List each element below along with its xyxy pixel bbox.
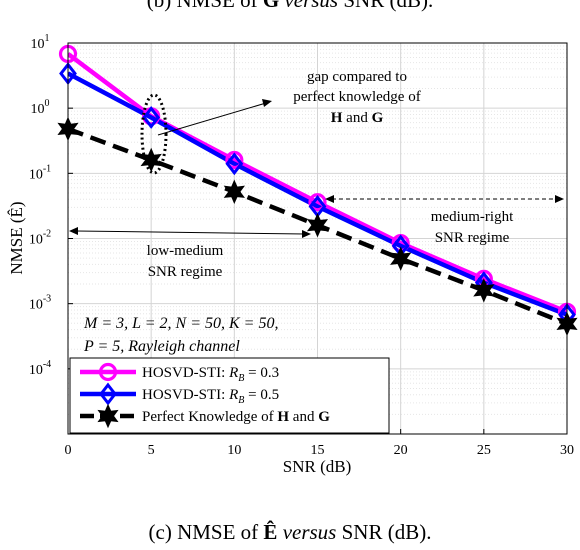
y-axis-label: NMSE (Ê) — [7, 201, 26, 274]
top-caption-bold: G — [262, 0, 280, 12]
params-line2: P = 5, Rayleigh channel — [83, 338, 240, 355]
x-tick-label: 30 — [560, 443, 574, 458]
top-caption: (b) NMSE of G versus SNR (dB). — [0, 0, 580, 13]
low-medium-arrow — [75, 230, 306, 235]
legend-marker-0 — [98, 362, 118, 382]
top-caption-italic: versus — [279, 0, 339, 12]
gap-and: and — [342, 110, 371, 126]
medium-right-text-line2: SNR regime — [435, 230, 510, 246]
series-2-point — [223, 179, 245, 205]
top-caption-suffix: SNR (dB). — [338, 0, 434, 12]
x-tick-label: 15 — [311, 443, 325, 458]
legend-label-0: HOSVD-STI: RB = 0.3 — [142, 365, 279, 384]
series-0-point — [308, 193, 327, 212]
low-medium-text-line2: SNR regime — [148, 264, 223, 280]
y-tick-label: 101 — [31, 33, 50, 52]
series-1-point — [142, 106, 161, 129]
series-2-point — [306, 212, 329, 238]
series-2-point — [390, 246, 412, 271]
low-medium-arrow-right — [302, 230, 311, 238]
y-tick-label: 10-1 — [29, 163, 51, 182]
legend-label-2: Perfect Knowledge of H and G — [142, 409, 330, 425]
legend: HOSVD-STI: RB = 0.3 HOSVD-STI: RB = 0.5 Pe… — [69, 357, 390, 434]
legend-marker-1 — [99, 382, 117, 406]
legend-label-1: HOSVD-STI: RB = 0.5 — [142, 387, 279, 406]
legend-marker-2 — [97, 403, 119, 429]
y-ticks: 101 100 10-1 10-2 10-3 10-4 — [29, 33, 73, 378]
x-axis-label: SNR (dB) — [283, 457, 351, 476]
gap-ellipse — [140, 93, 168, 175]
bottom-caption: (c) NMSE of Ê versus SNR (dB). — [0, 520, 580, 545]
medium-right-arrow-left — [325, 195, 334, 203]
x-tick-label: 0 — [65, 443, 72, 458]
y-tick-label: 10-4 — [29, 359, 51, 378]
series-2-point — [473, 278, 495, 303]
y-tick-label: 100 — [31, 98, 50, 117]
x-tick-label: 20 — [394, 443, 408, 458]
x-tick-label: 10 — [227, 443, 241, 458]
gap-arrow-head — [262, 99, 272, 107]
gap-bold-g: G — [372, 110, 384, 126]
gap-arrow — [157, 102, 267, 136]
medium-right-text-line1: medium-right — [431, 209, 514, 225]
params-line1: M = 3, L = 2, N = 50, K = 50, — [83, 315, 278, 332]
top-caption-prefix: (b) NMSE of — [146, 0, 263, 12]
low-medium-arrow-left — [69, 227, 78, 235]
y-tick-label: 10-3 — [29, 294, 51, 313]
low-medium-text-line1: low-medium — [147, 243, 224, 259]
bottom-caption-suffix: SNR (dB). — [336, 520, 432, 544]
medium-right-arrow-right — [555, 195, 564, 203]
y-tick-label: 10-2 — [29, 229, 51, 248]
legend-entries: HOSVD-STI: RB = 0.3 HOSVD-STI: RB = 0.5 Pe… — [80, 362, 330, 429]
nmse-plot: 0 5 10 15 20 25 30 101 100 10-1 10-2 10-3 10-4 SNR … — [7, 33, 578, 476]
bottom-caption-italic: versus — [277, 520, 337, 544]
gap-bold-h: H — [331, 110, 343, 126]
x-tick-label: 5 — [148, 443, 155, 458]
bottom-caption-prefix: (c) NMSE of — [148, 520, 264, 544]
gap-text-line2: perfect knowledge of — [293, 89, 420, 105]
bottom-caption-bold: Ê — [263, 520, 278, 544]
gap-text-line3: H and G — [331, 110, 384, 126]
series-1-point — [225, 152, 244, 176]
x-tick-label: 25 — [477, 443, 491, 458]
gap-text-line1: gap compared to — [307, 69, 407, 85]
